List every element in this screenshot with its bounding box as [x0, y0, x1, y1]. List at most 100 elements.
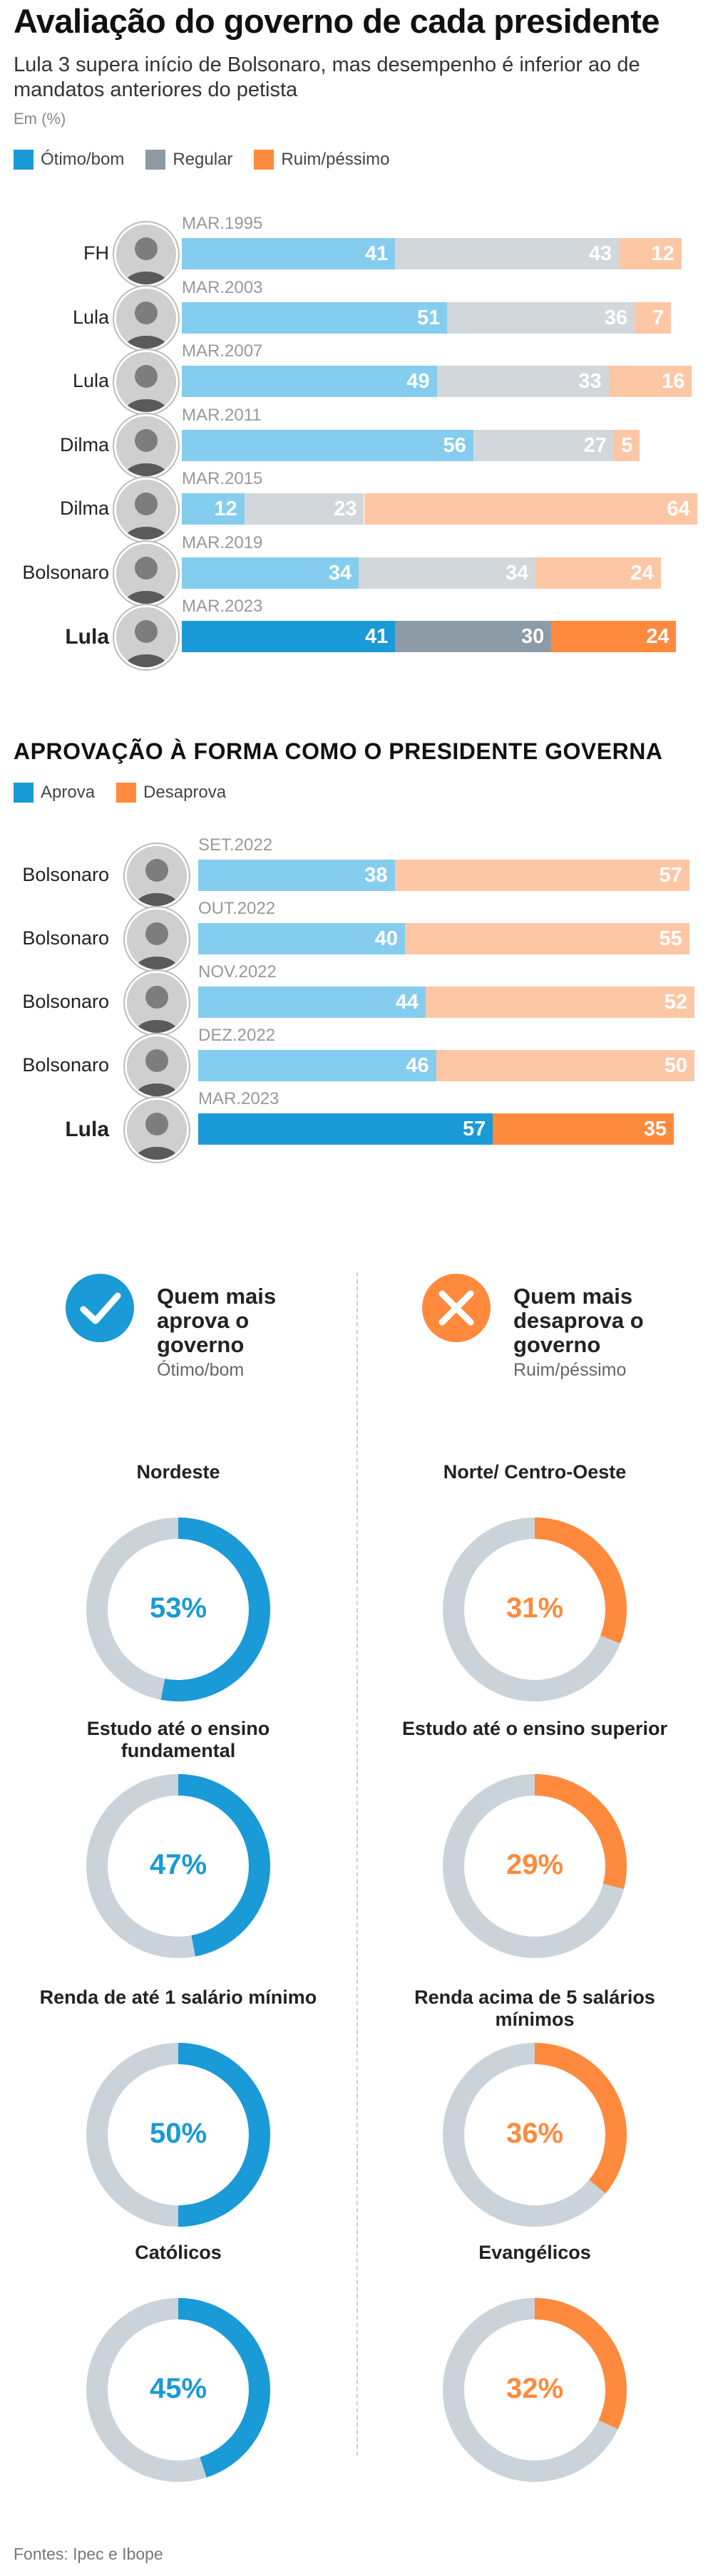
president-photo — [125, 1098, 189, 1162]
donut-value: 36% — [506, 2118, 564, 2149]
bar-segment — [436, 366, 609, 397]
row-name: Bolsonaro — [22, 1054, 109, 1076]
bar-segment — [426, 986, 694, 1018]
bar-segment — [535, 557, 661, 589]
president-photo — [114, 478, 178, 542]
bar-segment — [364, 493, 697, 525]
president-photo — [125, 844, 189, 908]
disapprove-subtitle: Ruim/péssimo — [513, 1360, 627, 1380]
bar-value: 43 — [588, 242, 612, 265]
bar-value: 41 — [365, 625, 389, 648]
president-photo — [114, 286, 178, 351]
donut-slice — [443, 1774, 627, 1958]
row-name: Lula — [72, 306, 109, 328]
row-name: Lula — [72, 370, 109, 391]
bar-segment — [182, 302, 448, 334]
donut-value: 47% — [149, 1849, 207, 1880]
row-date: DEZ.2022 — [198, 1026, 276, 1045]
bar-segment — [198, 860, 395, 891]
bar-segment — [473, 429, 614, 461]
bar-segment — [395, 238, 620, 269]
bar-segment — [198, 1113, 493, 1145]
bar-value: 57 — [659, 864, 682, 887]
bar-segment — [608, 366, 692, 397]
approval-chart-title: APROVAÇÃO À FORMA COMO O PRESIDENTE GOVE… — [14, 738, 663, 764]
row-date: MAR.1995 — [182, 214, 263, 233]
legend-item-aprova: Aprova — [14, 783, 95, 803]
donut-ring — [86, 2043, 270, 2227]
bar-value: 52 — [664, 991, 687, 1014]
row-date: MAR.2023 — [182, 597, 263, 616]
row-date: MAR.2011 — [182, 405, 262, 425]
president-photo — [114, 222, 178, 287]
bar-segment — [198, 1050, 436, 1081]
bar-value: 24 — [630, 561, 654, 584]
row-date: MAR.2015 — [182, 469, 263, 488]
row-name: Bolsonaro — [22, 864, 109, 885]
bar-value: 40 — [374, 927, 398, 950]
president-photo — [114, 413, 178, 478]
bar-value: 24 — [646, 625, 670, 648]
legend-item-otimo-bom: Ótimo/bom — [14, 150, 124, 170]
source-note: Fontes: Ipec e Ibope — [14, 2545, 163, 2563]
bar-segment — [447, 302, 635, 334]
row-name: Dilma — [59, 498, 109, 519]
bar-value: 34 — [506, 561, 529, 584]
bar-value: 50 — [664, 1054, 687, 1077]
bar-segment — [405, 923, 689, 954]
bar-value: 51 — [417, 306, 441, 329]
row-date: OUT.2022 — [198, 899, 276, 918]
bar-value: 46 — [406, 1054, 429, 1077]
legend-swatch — [14, 150, 34, 170]
x-circle-icon — [421, 1272, 492, 1344]
donut-title: Renda acima de 5 salários mínimos — [414, 1987, 655, 2030]
donut-ring — [443, 2043, 627, 2227]
legend-label: Ótimo/bom — [41, 150, 125, 169]
legend-item-regular: Regular — [145, 150, 232, 170]
bar-value: 5 — [621, 433, 633, 457]
donut-title: Renda de até 1 salário mínimo — [39, 1987, 317, 2008]
bar-segment — [613, 429, 640, 461]
bar-segment — [551, 621, 677, 652]
column-divider — [356, 1272, 358, 2456]
president-photo — [125, 1034, 189, 1098]
chart-title: Avaliação do governo de cada presidente — [14, 2, 660, 40]
donut-value: 29% — [506, 1849, 564, 1880]
bar-value: 44 — [395, 991, 419, 1014]
bar-value: 30 — [521, 625, 545, 648]
donut-value: 53% — [149, 1592, 207, 1624]
donut-ring — [443, 1774, 627, 1958]
row-name: Bolsonaro — [22, 561, 109, 583]
donut-ring — [86, 2298, 270, 2482]
bar-segment — [182, 557, 359, 589]
donut-ring — [443, 2298, 627, 2482]
bar-value: 34 — [328, 561, 352, 584]
bar-value: 64 — [667, 498, 690, 520]
bar-value: 12 — [651, 242, 674, 265]
bar-segment — [182, 621, 396, 652]
donut-title: Nordeste — [136, 1461, 220, 1483]
row-name: Dilma — [59, 433, 109, 455]
legend-swatch — [254, 150, 275, 170]
row-name: Bolsonaro — [22, 991, 109, 1012]
donut-ring — [86, 1518, 270, 1701]
row-date: MAR.2003 — [182, 277, 263, 297]
row-name: Lula — [65, 1118, 109, 1141]
donut-slice — [86, 2043, 270, 2227]
approve-subtitle: Ótimo/bom — [157, 1360, 245, 1380]
bar-segment — [436, 1050, 694, 1081]
row-date: SET.2022 — [198, 835, 273, 855]
donut-value: 32% — [506, 2373, 564, 2404]
bar-segment — [198, 986, 426, 1018]
bar-value: 38 — [364, 864, 388, 887]
legend-evaluation: Ótimo/bom Regular Ruim/péssimo — [14, 150, 411, 170]
donut-slice — [86, 1774, 270, 1958]
donut-ring — [86, 1774, 270, 1958]
legend-label: Aprova — [41, 783, 96, 802]
president-photo — [114, 350, 178, 414]
legend-approval: Aprova Desaprova — [14, 783, 247, 803]
president-photo — [114, 605, 178, 669]
bar-value: 7 — [652, 306, 665, 329]
donut-slice — [86, 2298, 270, 2482]
bar-segment — [359, 557, 536, 589]
